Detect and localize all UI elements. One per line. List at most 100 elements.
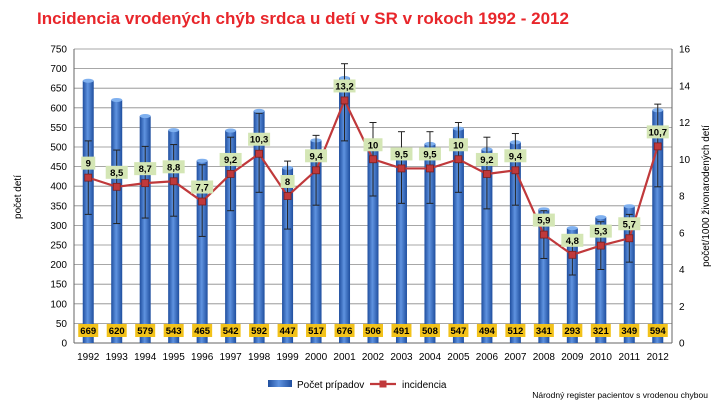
bar-value-label: 321 (593, 326, 610, 337)
incidence-value-label: 5,9 (537, 216, 550, 227)
x-tick: 2005 (447, 352, 470, 363)
bar-cap (82, 78, 94, 83)
line-point (112, 182, 121, 191)
bar-label-bg (647, 324, 668, 337)
bar-value-label: 542 (223, 326, 239, 337)
incidence-value-label: 9,2 (224, 155, 237, 166)
line-point (483, 170, 491, 178)
bar-value-label: 491 (394, 326, 411, 337)
bar-label-bg (220, 324, 241, 337)
bar-cap (623, 204, 635, 209)
incidence-value-label: 8,5 (110, 168, 124, 179)
line-label-bg (646, 125, 669, 139)
y-tick-left: 0 (61, 339, 67, 350)
y-tick-left: 450 (50, 162, 67, 173)
y-tick-right: 12 (679, 118, 691, 129)
bar-value-label: 620 (109, 326, 125, 337)
bar-value-label: 465 (194, 326, 211, 337)
line-point (255, 149, 263, 158)
line-point (141, 179, 150, 188)
bar-cap (595, 215, 607, 220)
x-tick: 2010 (590, 352, 613, 363)
x-tick: 2001 (333, 352, 356, 363)
bar (424, 143, 436, 343)
bar (253, 110, 265, 343)
incidence-value-label: 10 (368, 140, 379, 151)
line-label-bg (134, 162, 157, 176)
bar-cap (253, 108, 265, 113)
line-point (84, 173, 93, 182)
x-tick: 2011 (619, 352, 641, 363)
bar-value-label: 447 (280, 326, 296, 337)
bar (509, 142, 521, 343)
line-point (596, 241, 605, 250)
line-label-bg (504, 149, 527, 163)
y-tick-right: 2 (679, 302, 685, 313)
x-tick: 2002 (362, 352, 385, 363)
bar-label-bg (505, 324, 526, 337)
y-tick-right: 0 (679, 339, 685, 350)
bar-label-bg (277, 324, 298, 337)
bar-label-bg (306, 324, 327, 337)
line-label-bg (191, 180, 214, 194)
y-tick-left: 300 (50, 221, 67, 232)
bar (196, 160, 208, 343)
y-tick-right: 4 (679, 265, 685, 276)
y-tick-right: 8 (679, 192, 685, 203)
y-tick-left: 50 (56, 319, 68, 330)
line-label-bg (105, 165, 128, 179)
line-point (426, 164, 434, 173)
line-point (653, 142, 662, 151)
line-point (625, 234, 634, 243)
bar-label-bg (363, 324, 383, 337)
line-point (340, 96, 349, 105)
bar (623, 206, 635, 343)
y-tick-left: 150 (50, 280, 67, 291)
bar (538, 209, 550, 343)
incidence-value-label: 5,7 (623, 219, 636, 230)
y-axis-left-label: počet detí (13, 175, 24, 219)
bar-value-label: 349 (621, 326, 637, 337)
line-point (169, 177, 178, 186)
bar (481, 149, 493, 343)
bar-label-bg (106, 324, 127, 337)
bar-cap (111, 97, 123, 102)
line-label-bg (305, 149, 328, 163)
incidence-value-label: 10,7 (649, 127, 668, 138)
bar-label-bg (192, 324, 213, 337)
bar-label-bg (249, 324, 270, 337)
y-tick-left: 200 (50, 260, 67, 271)
line-point (397, 164, 406, 173)
bar-label-bg (619, 324, 640, 337)
chart-title: Incidencia vrodených chýb srdca u detí v… (37, 9, 569, 28)
x-tick: 2008 (533, 352, 556, 363)
y-tick-right: 14 (679, 81, 691, 92)
y-tick-left: 250 (50, 241, 67, 252)
bar (310, 140, 322, 343)
legend-bar-label: Počet prípadov (297, 380, 364, 391)
bar (367, 144, 379, 343)
incidence-value-label: 9,4 (309, 151, 323, 162)
bar-label-bg (476, 324, 497, 337)
line-label-bg (280, 175, 295, 188)
line-label-bg (418, 147, 441, 161)
bar-cap (168, 128, 180, 133)
bar-label-bg (562, 324, 583, 337)
bar-value-label: 543 (166, 326, 182, 337)
y-tick-left: 400 (50, 182, 67, 193)
line-point (568, 250, 577, 259)
bar (339, 78, 351, 344)
bar-label-bg (334, 324, 355, 337)
bar-value-label: 594 (650, 326, 667, 337)
incidence-value-label: 9,5 (423, 149, 437, 160)
incidence-value-label: 4,8 (566, 236, 579, 247)
incidence-value-label: 9,4 (509, 151, 523, 162)
line-point (226, 170, 235, 178)
x-tick: 1993 (106, 352, 129, 363)
line-point (454, 155, 463, 164)
bar-label-bg (135, 324, 156, 337)
line-label-bg (333, 79, 356, 93)
bar-label-bg (391, 324, 412, 337)
